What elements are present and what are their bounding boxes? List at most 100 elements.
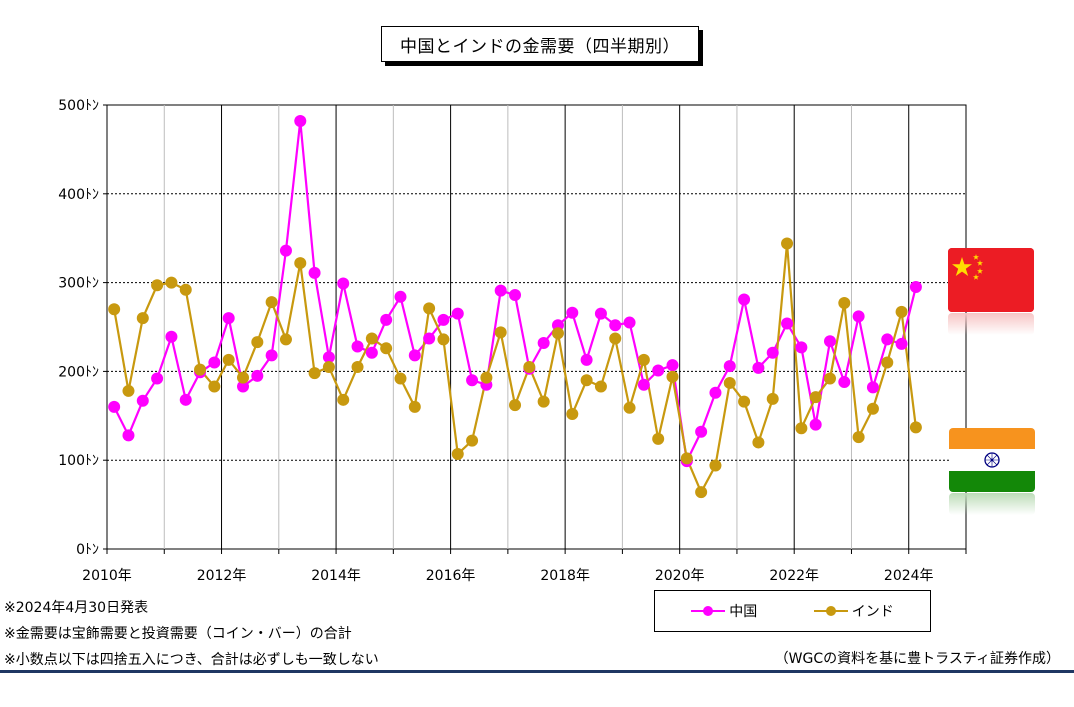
data-point-china (838, 376, 851, 389)
data-point-india (437, 333, 450, 346)
data-point-india (738, 395, 751, 408)
data-point-china (380, 313, 393, 326)
data-point-india (165, 276, 178, 289)
data-point-india (551, 327, 564, 340)
china-flag-icon (948, 248, 1034, 312)
y-tick-label: 0ﾄﾝ (76, 542, 99, 558)
data-point-china (237, 380, 250, 393)
data-point-india (609, 332, 622, 345)
data-point-india (365, 332, 378, 345)
data-point-china (423, 332, 436, 345)
data-point-india (838, 297, 851, 310)
data-point-india (852, 431, 865, 444)
data-point-india (151, 279, 164, 292)
data-point-india (394, 372, 407, 385)
data-point-china (537, 336, 550, 349)
data-point-china (866, 381, 879, 394)
data-point-india (108, 303, 121, 316)
chart-title: 中国とインドの金需要（四半期別） (381, 26, 699, 62)
data-point-india (408, 400, 421, 413)
data-point-china (394, 290, 407, 303)
data-point-india (308, 367, 321, 380)
legend-india-label: インド (851, 604, 894, 620)
data-point-china (623, 316, 636, 329)
data-point-china (251, 369, 264, 382)
legend-india-marker-icon (813, 606, 848, 616)
data-point-india (322, 360, 335, 373)
data-point-china (666, 359, 679, 372)
data-point-india (179, 283, 192, 296)
x-tick-label: 2024年 (884, 568, 934, 584)
data-point-china (752, 361, 765, 374)
data-point-china (136, 394, 149, 407)
data-point-china (566, 306, 579, 319)
legend-item-china: 中国 (691, 601, 757, 621)
data-point-india (695, 486, 708, 499)
data-point-china (294, 114, 307, 127)
data-point-china (809, 418, 822, 431)
data-point-india (723, 376, 736, 389)
legend-china-marker-icon (691, 606, 726, 616)
data-point-india (580, 374, 593, 387)
data-point-india (494, 326, 507, 339)
data-point-china (408, 349, 421, 362)
data-point-china (766, 346, 779, 359)
data-point-china (322, 351, 335, 364)
data-point-china (509, 289, 522, 302)
data-point-india (265, 296, 278, 309)
plot-frame (106, 104, 967, 550)
x-tick-label: 2022年 (769, 568, 819, 584)
data-point-india (766, 392, 779, 405)
data-point-china (580, 353, 593, 366)
x-tick-label: 2016年 (426, 568, 476, 584)
data-point-india (237, 371, 250, 384)
data-point-india (251, 336, 264, 349)
data-point-india (337, 393, 350, 406)
data-point-china (909, 281, 922, 294)
data-point-china (208, 356, 221, 369)
data-point-india (795, 422, 808, 435)
y-tick-label: 400ﾄﾝ (58, 187, 99, 203)
data-point-china (151, 372, 164, 385)
data-point-india (752, 436, 765, 449)
data-point-china (709, 386, 722, 399)
data-point-china (637, 378, 650, 391)
data-point-india (566, 408, 579, 421)
note-rounding: ※小数点以下は四捨五入につき、合計は必ずしも一致しない (4, 652, 379, 668)
data-point-china (451, 307, 464, 320)
data-point-china (609, 319, 622, 332)
data-point-china (265, 349, 278, 362)
data-point-india (781, 237, 794, 250)
y-tick-label: 500ﾄﾝ (58, 98, 99, 114)
legend-china-label: 中国 (729, 604, 758, 620)
data-point-china (466, 374, 479, 387)
data-point-india (208, 380, 221, 393)
legend-item-india: インド (813, 601, 894, 621)
x-tick-label: 2018年 (540, 568, 590, 584)
data-point-india (666, 370, 679, 383)
data-point-india (909, 421, 922, 434)
data-point-india (523, 360, 536, 373)
data-point-india (881, 356, 894, 369)
bottom-divider (0, 670, 1074, 673)
data-point-china (738, 293, 751, 306)
note-demand-definition: ※金需要は宝飾需要と投資需要（コイン・バー）の合計 (4, 626, 352, 642)
x-tick-label: 2010年 (82, 568, 132, 584)
data-point-china (895, 337, 908, 350)
data-point-china (365, 346, 378, 359)
data-point-india (809, 391, 822, 404)
data-point-china (122, 429, 135, 442)
data-point-china (594, 307, 607, 320)
india-flag-icon (949, 428, 1035, 492)
data-point-china (179, 393, 192, 406)
data-point-china (494, 284, 507, 297)
data-point-india (594, 380, 607, 393)
data-point-china (795, 341, 808, 354)
y-tick-label: 100ﾄﾝ (58, 453, 99, 469)
y-tick-label: 200ﾄﾝ (58, 364, 99, 380)
data-point-india (194, 363, 207, 376)
x-tick-label: 2020年 (655, 568, 705, 584)
data-point-china (222, 312, 235, 325)
data-point-india (136, 312, 149, 325)
